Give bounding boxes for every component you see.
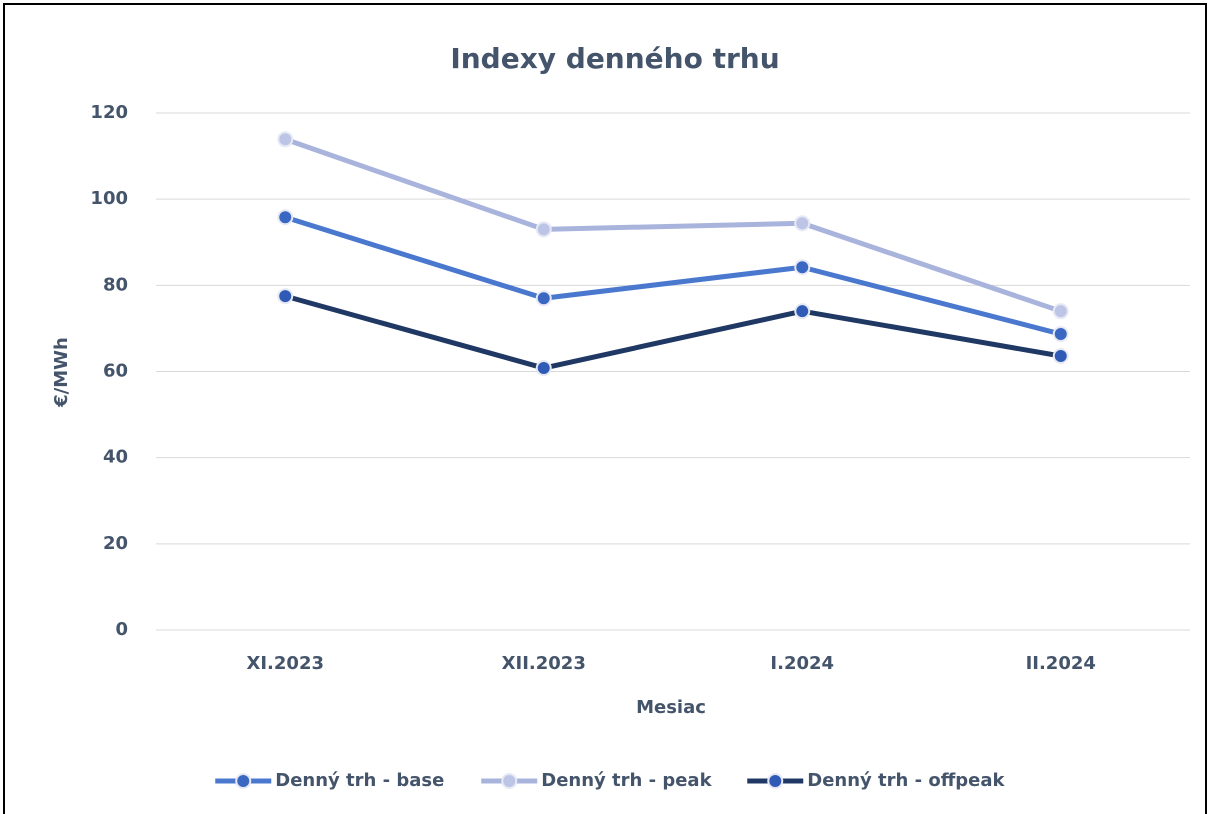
x-tick-label: XI.2023 — [246, 653, 324, 674]
legend-label: Denný trh - base — [275, 770, 444, 791]
marker — [794, 259, 811, 276]
line — [284, 293, 1062, 371]
x-tick-label: I.2024 — [770, 653, 834, 674]
chart-frame — [3, 3, 1207, 814]
y-tick-label: 120 — [90, 102, 128, 123]
legend-marker — [501, 773, 518, 789]
x-tick-label: XII.2023 — [502, 653, 586, 674]
y-tick-label: 60 — [103, 361, 128, 382]
marker — [277, 288, 294, 305]
y-tick-label: 20 — [103, 533, 128, 554]
legend-marker — [767, 773, 784, 789]
marker — [535, 290, 552, 307]
line — [284, 136, 1062, 314]
line — [284, 214, 1062, 337]
marker — [535, 221, 552, 238]
legend-marker — [235, 773, 252, 789]
marker — [1052, 347, 1069, 364]
marker — [794, 303, 811, 320]
marker — [794, 215, 811, 232]
marker — [277, 209, 294, 226]
y-tick-label: 100 — [90, 188, 128, 209]
y-tick-label: 0 — [115, 619, 128, 640]
y-tick-label: 40 — [103, 447, 128, 468]
y-tick-label: 80 — [103, 274, 128, 295]
legend-label: Denný trh - offpeak — [807, 770, 1005, 791]
y-axis-label: €/MWh — [51, 337, 72, 408]
x-tick-label: II.2024 — [1026, 653, 1096, 674]
marker — [535, 360, 552, 377]
marker — [277, 131, 294, 148]
marker — [1052, 303, 1069, 320]
marker — [1052, 326, 1069, 343]
legend-label: Denný trh - peak — [541, 770, 712, 791]
chart-title: Indexy denného trhu — [450, 42, 779, 75]
x-axis-label: Mesiac — [636, 697, 706, 718]
